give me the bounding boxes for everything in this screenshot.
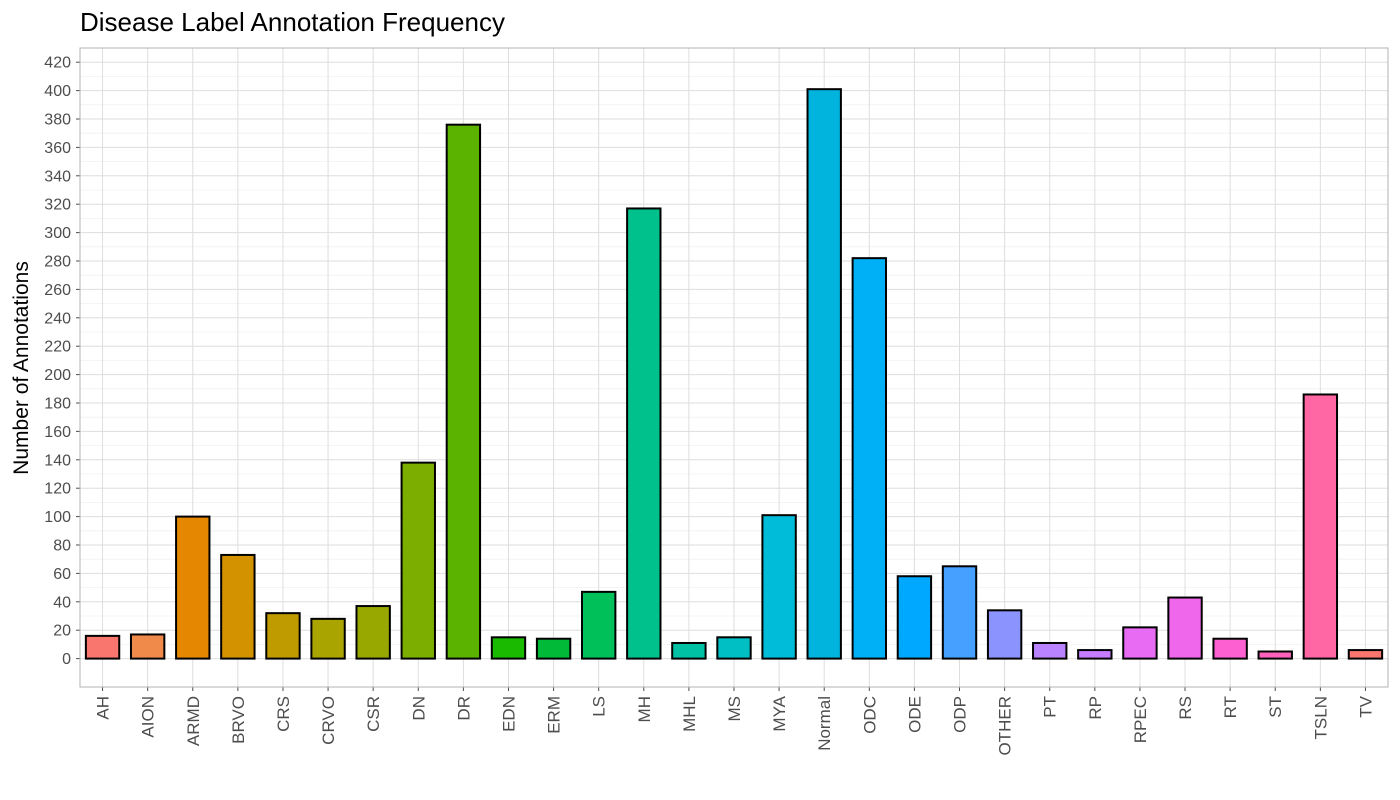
x-tick-label: MYA	[770, 695, 789, 731]
y-tick-label: 240	[44, 310, 71, 327]
bar-odp	[941, 565, 978, 660]
bar-edn	[490, 636, 527, 660]
panel-border	[79, 47, 1389, 688]
y-tick-label: 260	[44, 282, 71, 299]
bar-crvo	[310, 617, 346, 660]
bar-dn	[400, 461, 436, 660]
x-tick-label: ST	[1266, 696, 1285, 718]
plot-panel: 0 20 40 60 80 100 120 140 160 180 200 220 240 260 280 3…	[44, 47, 1389, 756]
y-tick-label: 160	[44, 424, 71, 441]
bar-ms	[716, 636, 752, 660]
bar-rs	[1167, 596, 1203, 660]
x-tick-label: CRS	[274, 696, 293, 732]
bar-armd	[175, 515, 211, 660]
y-tick-label: 40	[53, 594, 71, 611]
x-tick-label: BRVO	[229, 696, 248, 744]
x-tick-label: RT	[1221, 696, 1240, 718]
bar-rt	[1212, 637, 1248, 660]
bar-aion	[129, 633, 166, 660]
x-tick-label: ODP	[951, 696, 970, 733]
x-tick-label: CSR	[364, 696, 383, 732]
y-tick-label: 0	[62, 651, 71, 668]
bar-ls	[581, 590, 617, 660]
bar-dr	[445, 123, 482, 660]
bar-ode	[896, 575, 933, 660]
x-tick-label: Normal	[815, 696, 834, 751]
x-tick-label: AH	[94, 696, 113, 720]
bar-other	[986, 609, 1023, 660]
x-tick-label: DR	[454, 696, 473, 721]
x-tick-label: ODE	[905, 696, 924, 733]
bar-mhl	[671, 641, 707, 660]
x-tick-label: ARMD	[184, 696, 203, 746]
bar-odc	[851, 257, 887, 660]
x-tick-label: RP	[1086, 696, 1105, 720]
bar-tv	[1347, 649, 1384, 660]
y-tick-label: 320	[44, 197, 71, 214]
x-tick-label: MS	[725, 696, 744, 722]
y-tick-label: 220	[44, 339, 71, 356]
x-tick-label: AION	[139, 696, 158, 738]
bar-normal	[806, 88, 842, 660]
bar-tsln	[1302, 393, 1339, 660]
y-tick-label: 100	[44, 509, 71, 526]
y-tick-label: 140	[44, 452, 71, 469]
x-tick-label: DN	[409, 696, 428, 721]
bar-rpec	[1122, 626, 1158, 660]
x-tick-label: TV	[1356, 695, 1375, 717]
y-tick-label: 420	[44, 55, 71, 72]
bar-mh	[626, 207, 662, 660]
bar-rp	[1077, 649, 1113, 660]
bar-pt	[1032, 641, 1068, 660]
bar-mya	[761, 514, 797, 660]
x-tick-label: MH	[635, 696, 654, 722]
x-tick-label: CRVO	[319, 696, 338, 745]
x-tick-label: ERM	[545, 696, 564, 734]
x-tick-label: PT	[1041, 696, 1060, 718]
x-tick-label: RS	[1176, 696, 1195, 720]
x-tick-label: LS	[590, 696, 609, 717]
x-tick-label: ODC	[860, 696, 879, 734]
y-tick-label: 80	[53, 538, 71, 555]
x-tick-label: EDN	[499, 696, 518, 732]
bar-brvo	[220, 553, 256, 660]
y-tick-label: 340	[44, 168, 71, 185]
y-tick-label: 200	[44, 367, 71, 384]
bar-ah	[84, 634, 121, 660]
y-tick-label: 180	[44, 396, 71, 413]
x-tick-label: RPEC	[1131, 696, 1150, 743]
y-tick-label: 400	[44, 83, 71, 100]
bar-st	[1257, 650, 1293, 660]
bar-erm	[535, 637, 572, 660]
bar-crs	[265, 612, 301, 660]
x-tick-label: TSLN	[1311, 696, 1330, 739]
y-tick-label: 20	[53, 623, 71, 640]
y-tick-label: 380	[44, 112, 71, 129]
x-tick-label: MHL	[680, 696, 699, 732]
x-tick-label: OTHER	[996, 696, 1015, 756]
bar-csr	[355, 605, 391, 660]
y-tick-label: 360	[44, 140, 71, 157]
y-tick-label: 60	[53, 566, 71, 583]
y-tick-label: 120	[44, 481, 71, 498]
y-tick-label: 280	[44, 254, 71, 271]
y-axis-label: Number of Annotations	[10, 261, 33, 475]
y-tick-label: 300	[44, 225, 71, 242]
chart-title: Disease Label Annotation Frequency	[80, 7, 505, 37]
